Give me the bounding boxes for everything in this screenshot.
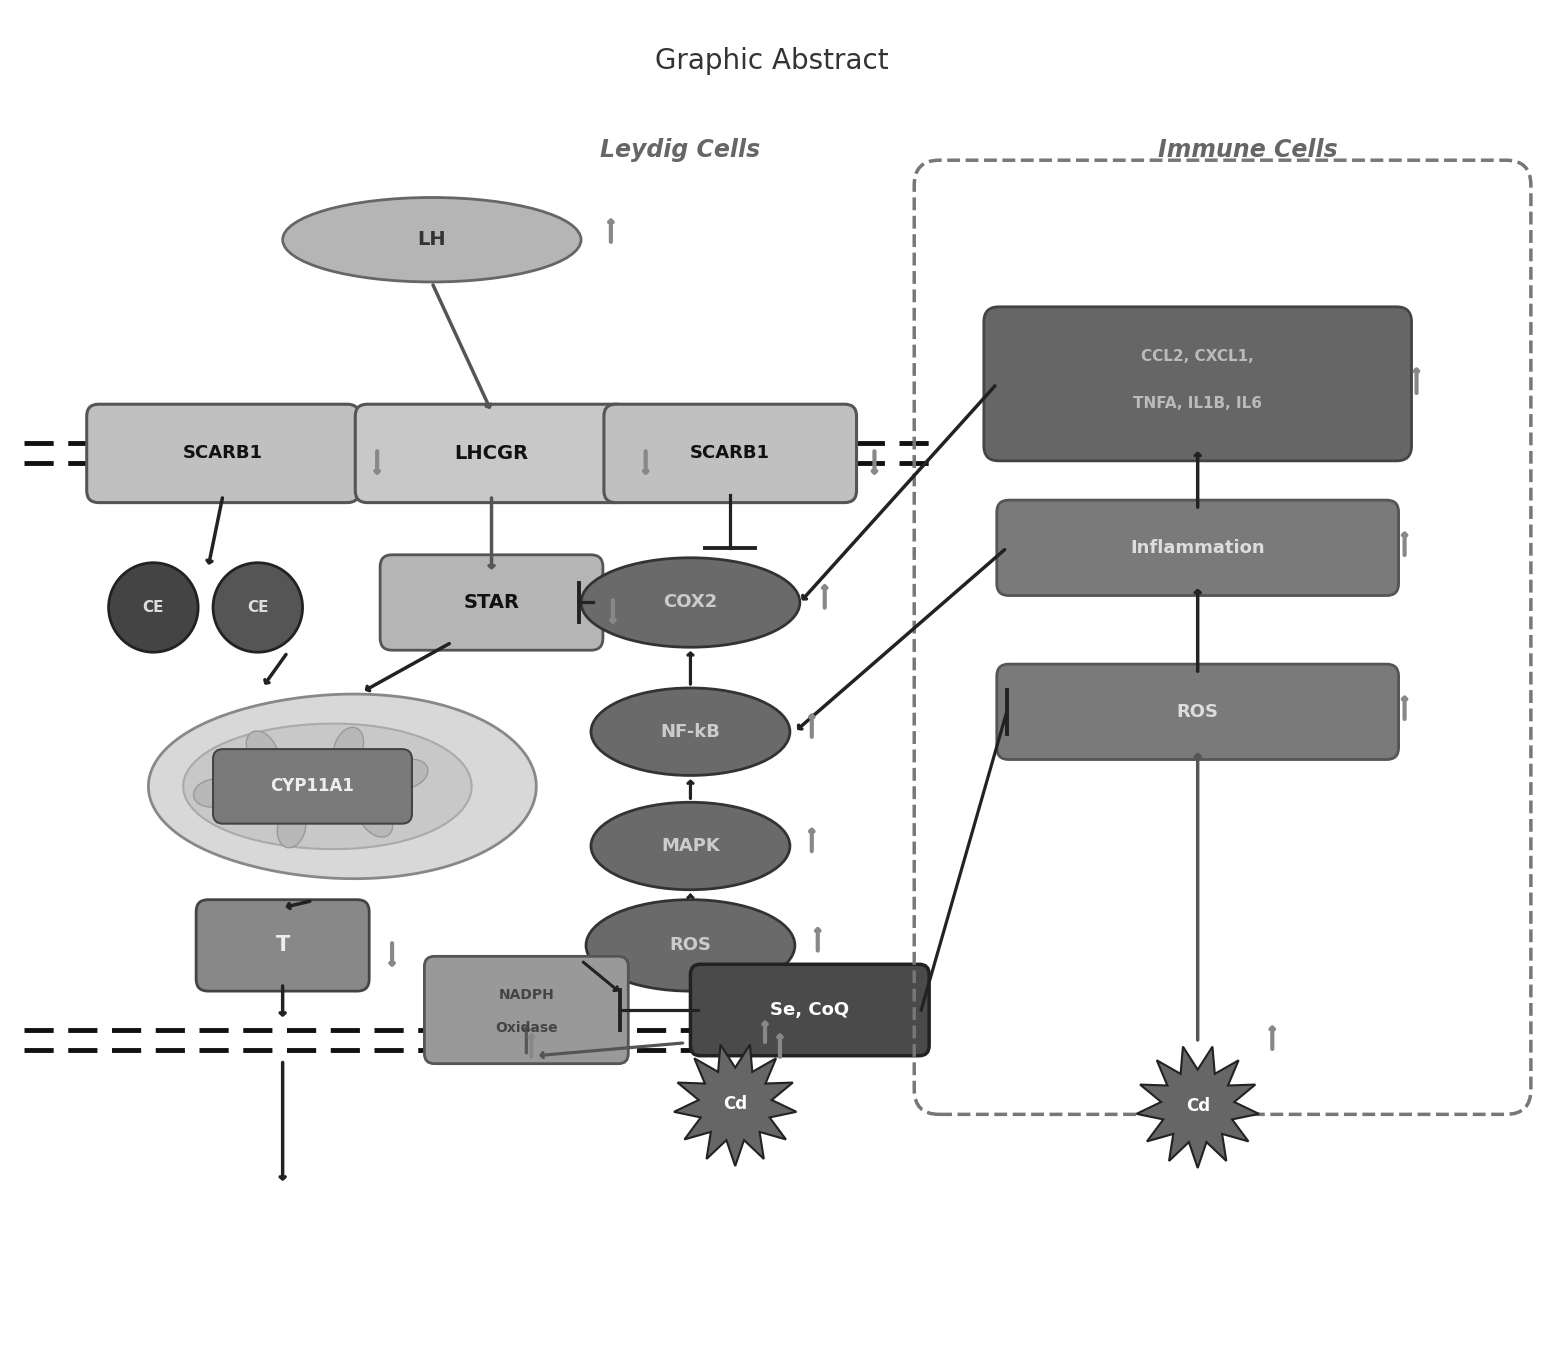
Ellipse shape <box>592 802 789 890</box>
FancyBboxPatch shape <box>213 749 413 824</box>
Ellipse shape <box>586 899 794 991</box>
Polygon shape <box>184 723 471 849</box>
Text: CYP11A1: CYP11A1 <box>270 778 354 796</box>
Text: CCL2, CXCL1,: CCL2, CXCL1, <box>1142 349 1255 364</box>
FancyBboxPatch shape <box>355 405 627 503</box>
Ellipse shape <box>108 563 198 652</box>
Ellipse shape <box>193 779 235 807</box>
FancyBboxPatch shape <box>604 405 856 503</box>
Text: NF-kB: NF-kB <box>661 723 720 741</box>
Ellipse shape <box>277 807 306 848</box>
FancyBboxPatch shape <box>997 500 1398 596</box>
Polygon shape <box>1137 1047 1259 1167</box>
Ellipse shape <box>358 800 392 837</box>
Ellipse shape <box>581 558 800 647</box>
Text: Se, CoQ: Se, CoQ <box>771 1001 850 1018</box>
Ellipse shape <box>246 731 278 770</box>
Text: Inflammation: Inflammation <box>1131 539 1265 556</box>
FancyBboxPatch shape <box>997 664 1398 760</box>
Text: SCARB1: SCARB1 <box>691 444 771 462</box>
Ellipse shape <box>592 688 789 775</box>
Text: Oxidase: Oxidase <box>494 1021 558 1035</box>
FancyBboxPatch shape <box>425 957 629 1064</box>
FancyBboxPatch shape <box>380 555 603 651</box>
Text: MAPK: MAPK <box>661 837 720 854</box>
FancyBboxPatch shape <box>196 899 369 991</box>
Ellipse shape <box>388 760 428 789</box>
Ellipse shape <box>283 197 581 282</box>
Text: LH: LH <box>417 230 447 249</box>
Text: ROS: ROS <box>669 936 711 954</box>
Text: SCARB1: SCARB1 <box>182 444 263 462</box>
Text: Graphic Abstract: Graphic Abstract <box>655 46 888 75</box>
Ellipse shape <box>213 563 303 652</box>
Text: Cd: Cd <box>1185 1098 1210 1115</box>
Text: Cd: Cd <box>723 1095 748 1113</box>
Text: NADPH: NADPH <box>499 988 555 1002</box>
Text: CE: CE <box>247 600 269 615</box>
Text: Immune Cells: Immune Cells <box>1157 138 1338 163</box>
Text: ROS: ROS <box>1177 703 1219 720</box>
FancyBboxPatch shape <box>87 405 360 503</box>
Text: CE: CE <box>142 600 164 615</box>
FancyBboxPatch shape <box>691 964 929 1055</box>
Text: COX2: COX2 <box>663 593 717 611</box>
FancyBboxPatch shape <box>984 306 1412 461</box>
Text: Leydig Cells: Leydig Cells <box>601 138 760 163</box>
Text: T: T <box>275 935 290 956</box>
Ellipse shape <box>334 727 363 767</box>
Polygon shape <box>148 694 536 879</box>
Polygon shape <box>674 1044 796 1166</box>
Text: STAR: STAR <box>464 593 519 612</box>
Text: TNFA, IL1B, IL6: TNFA, IL1B, IL6 <box>1132 396 1262 411</box>
Text: LHCGR: LHCGR <box>454 444 528 463</box>
